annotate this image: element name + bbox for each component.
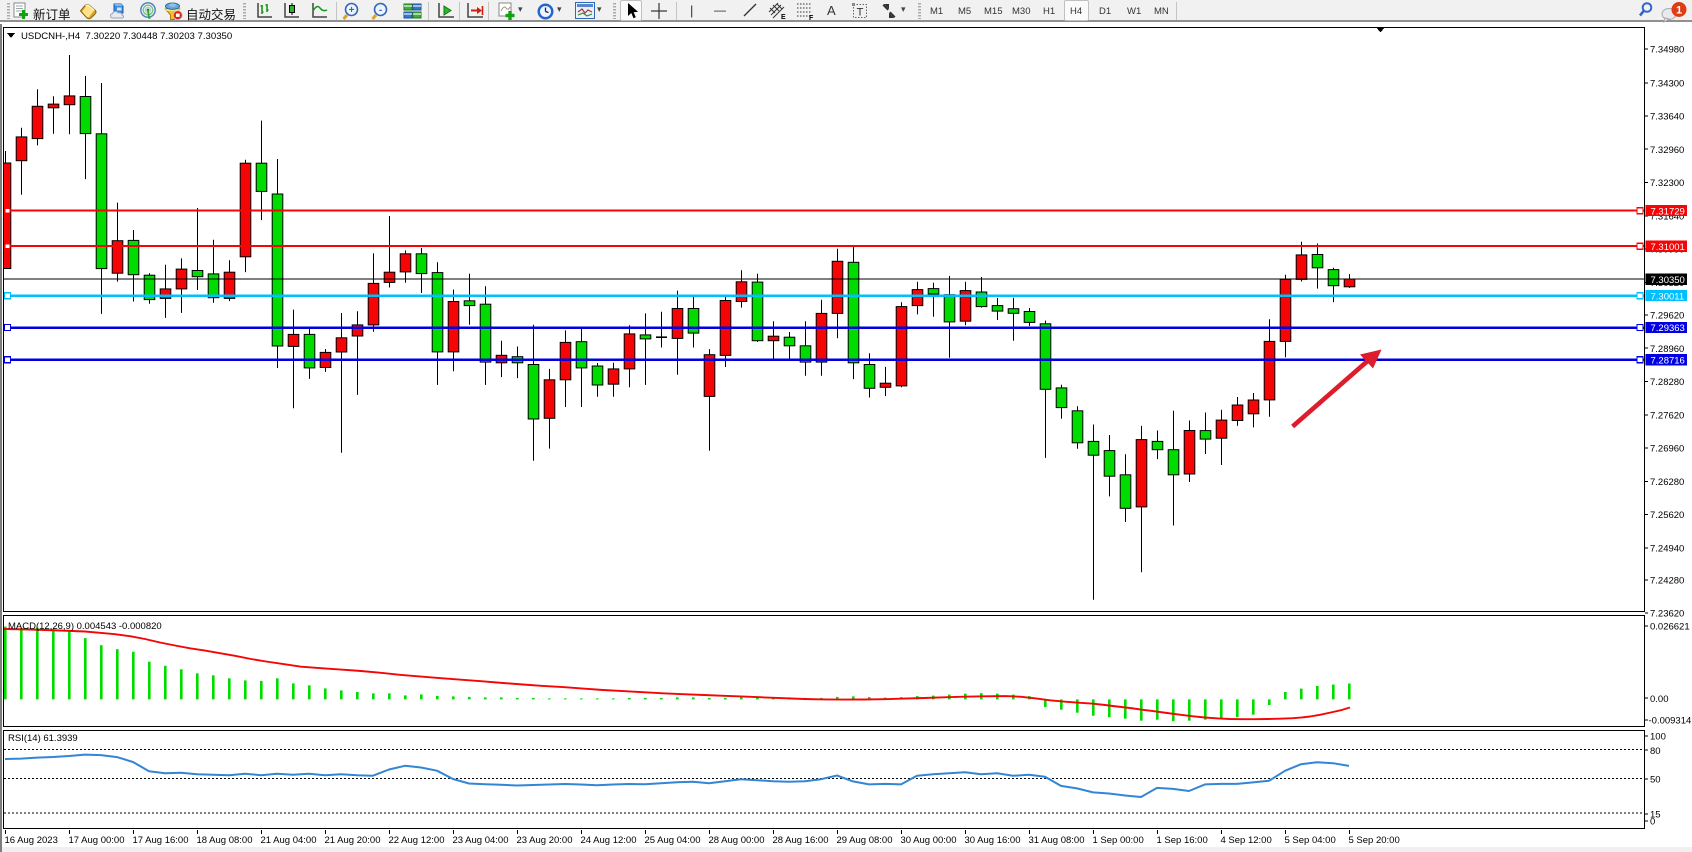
svg-text:-: - — [379, 5, 382, 16]
svg-text:7.33640: 7.33640 — [1650, 112, 1684, 123]
svg-text:-0.009314: -0.009314 — [1649, 716, 1692, 727]
svg-text:7.34980: 7.34980 — [1650, 45, 1684, 56]
svg-text:MACD(12,26,9) 0.004543 -0.0008: MACD(12,26,9) 0.004543 -0.000820 — [8, 621, 162, 632]
svg-text:4 Sep 12:00: 4 Sep 12:00 — [1221, 835, 1272, 846]
svg-text:18 Aug 08:00: 18 Aug 08:00 — [197, 835, 253, 846]
svg-text:0.026621: 0.026621 — [1650, 622, 1690, 633]
svg-text:T: T — [857, 7, 864, 19]
svg-text:50: 50 — [1650, 775, 1661, 786]
svg-text:24 Aug 12:00: 24 Aug 12:00 — [581, 835, 637, 846]
svg-text:7.29620: 7.29620 — [1650, 311, 1684, 322]
svg-text:7.31001: 7.31001 — [1651, 242, 1685, 253]
svg-text:21 Aug 20:00: 21 Aug 20:00 — [325, 835, 381, 846]
svg-text:21 Aug 04:00: 21 Aug 04:00 — [261, 835, 317, 846]
svg-text:7.34300: 7.34300 — [1650, 79, 1684, 90]
svg-text:7.26280: 7.26280 — [1650, 477, 1684, 488]
svg-text:28 Aug 00:00: 28 Aug 00:00 — [709, 835, 765, 846]
svg-text:15: 15 — [1650, 810, 1661, 821]
svg-text:30 Aug 00:00: 30 Aug 00:00 — [901, 835, 957, 846]
svg-text:0.00: 0.00 — [1650, 694, 1669, 705]
svg-text:29 Aug 08:00: 29 Aug 08:00 — [837, 835, 893, 846]
svg-text:7.24940: 7.24940 — [1650, 544, 1684, 555]
svg-text:RSI(14) 61.3939: RSI(14) 61.3939 — [8, 733, 78, 744]
svg-text:F: F — [809, 15, 814, 20]
svg-text:17 Aug 00:00: 17 Aug 00:00 — [69, 835, 125, 846]
svg-text:7.31729: 7.31729 — [1651, 206, 1685, 217]
svg-text:7.30350: 7.30350 — [1651, 275, 1685, 286]
svg-text:80: 80 — [1650, 746, 1661, 757]
svg-text:5 Sep 20:00: 5 Sep 20:00 — [1349, 835, 1400, 846]
svg-text:E: E — [781, 14, 786, 20]
svg-text:5 Sep 04:00: 5 Sep 04:00 — [1285, 835, 1336, 846]
svg-text:7.29363: 7.29363 — [1651, 323, 1685, 334]
svg-text:0: 0 — [1650, 817, 1655, 828]
svg-text:1: 1 — [1676, 5, 1682, 17]
svg-text:22 Aug 12:00: 22 Aug 12:00 — [389, 835, 445, 846]
svg-text:100: 100 — [1650, 732, 1666, 743]
svg-text:7.26960: 7.26960 — [1650, 444, 1684, 455]
svg-text:7.30011: 7.30011 — [1651, 291, 1685, 302]
svg-text:30 Aug 16:00: 30 Aug 16:00 — [965, 835, 1021, 846]
svg-text:7.25620: 7.25620 — [1650, 510, 1684, 521]
svg-text:28 Aug 16:00: 28 Aug 16:00 — [773, 835, 829, 846]
svg-text:1 Sep 16:00: 1 Sep 16:00 — [1157, 835, 1208, 846]
svg-text:7.28960: 7.28960 — [1650, 344, 1684, 355]
svg-text:7.31640: 7.31640 — [1650, 212, 1684, 223]
svg-text:17 Aug 16:00: 17 Aug 16:00 — [133, 835, 189, 846]
svg-text:7.28280: 7.28280 — [1650, 377, 1684, 388]
svg-text:USDCNH-,H4 7.30220 7.30448 7.: USDCNH-,H4 7.30220 7.30448 7.30203 7.303… — [21, 31, 232, 42]
svg-text:23 Aug 04:00: 23 Aug 04:00 — [453, 835, 509, 846]
svg-text:25 Aug 04:00: 25 Aug 04:00 — [645, 835, 701, 846]
svg-text:7.24280: 7.24280 — [1650, 576, 1684, 587]
svg-text:7.28716: 7.28716 — [1651, 356, 1685, 367]
svg-text:31 Aug 08:00: 31 Aug 08:00 — [1029, 835, 1085, 846]
svg-text:+: + — [349, 5, 355, 16]
svg-text:1 Sep 00:00: 1 Sep 00:00 — [1093, 835, 1144, 846]
svg-text:7.23620: 7.23620 — [1650, 609, 1684, 620]
svg-text:7.32960: 7.32960 — [1650, 145, 1684, 156]
svg-text:23 Aug 20:00: 23 Aug 20:00 — [517, 835, 573, 846]
svg-text:16 Aug 2023: 16 Aug 2023 — [5, 835, 58, 846]
svg-text:7.32300: 7.32300 — [1650, 178, 1684, 189]
svg-text:7.27620: 7.27620 — [1650, 411, 1684, 422]
